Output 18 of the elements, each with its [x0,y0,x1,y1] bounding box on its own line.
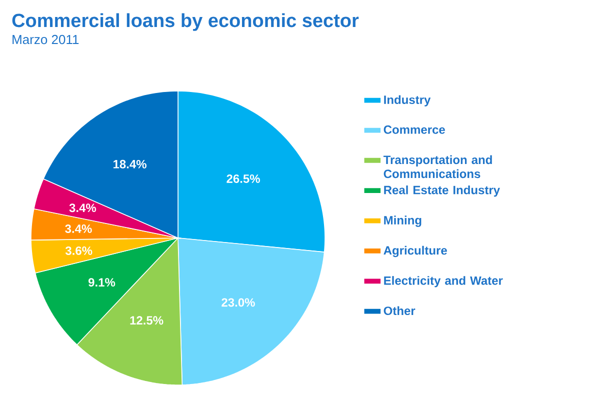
data-label: 18.4% [114,160,146,168]
legend-label: Industry [384,95,431,106]
legend-label: Other [384,306,416,316]
data-label: 3.6% [65,246,92,255]
legend-label: Commerce [384,125,445,134]
chart-subtitle: Marzo 2011 [12,34,79,44]
chart-title: Commercial loans by economic sector [12,13,359,31]
legend-label: Real Estate Industry [384,185,500,197]
data-label: 3.4% [69,204,96,212]
legend-label: Electricity and Water [384,276,503,288]
data-label: 12.5% [130,316,164,325]
legend-label: Agriculture [384,246,447,258]
data-label: 23.0% [222,298,255,307]
data-label: 3.4% [65,224,92,234]
legend-label: Mining [384,216,422,227]
data-label: 26.5% [226,174,260,183]
legend-label: Transportation and Communications [383,155,492,178]
data-label: 9.1% [88,278,116,287]
